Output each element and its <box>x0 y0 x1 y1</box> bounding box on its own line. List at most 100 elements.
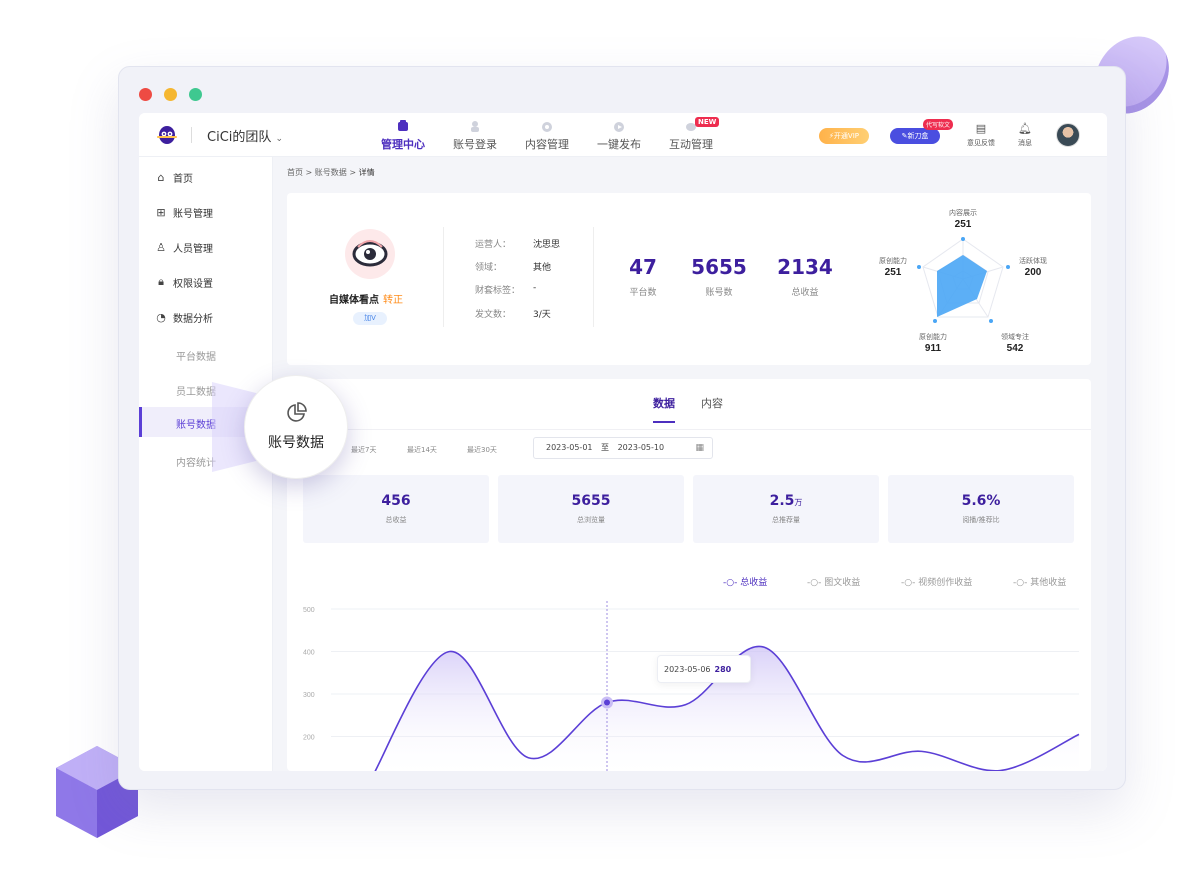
minimize-dot[interactable] <box>164 88 177 101</box>
tab-interaction-management[interactable]: 互动管理 NEW <box>655 117 727 152</box>
verify-badge[interactable]: 加V <box>353 312 387 325</box>
chart-tooltip: 2023-05-06 280 <box>657 655 751 683</box>
tab-content-management[interactable]: 内容管理 <box>511 119 583 152</box>
info-label: 财套标签： <box>475 286 521 296</box>
pen-icon: ✎ <box>901 132 908 140</box>
radar-chart: 内容展示 活跃体现 领域专注 原创能力 原创能力 251 200 542 911… <box>879 208 1047 354</box>
tooltip-date: 2023-05-06 <box>664 665 711 674</box>
active-tab-indicator <box>653 421 675 423</box>
write-article-button[interactable]: ✎新刀盒 <box>890 128 940 144</box>
open-vip-button[interactable]: ⚡开通VIP <box>819 128 869 144</box>
magnifier-callout: 账号数据 <box>244 375 348 479</box>
account-overview-card: 自媒体看点 转正 加V 运营人： 沈思思 领域： 其他 财套标签： - 发文数： 3/天 … <box>287 193 1091 365</box>
tab-label: 互动管理 <box>669 138 713 151</box>
stat-platform-count: 47 平台数 <box>603 255 683 298</box>
stat-value: 47 <box>629 255 657 279</box>
radar-axis-label: 领域专注 <box>1001 332 1029 341</box>
legend-other-income[interactable]: -○- 其他收益 <box>1013 575 1066 588</box>
breadcrumb-home[interactable]: 首页 <box>287 168 303 177</box>
kpi-total-views: 5655 总浏览量 <box>498 475 684 543</box>
range-7-days[interactable]: 最近7天 <box>351 446 377 454</box>
feedback-button[interactable]: ▤ 意见反馈 <box>961 122 1001 148</box>
sidebar-item-label: 首页 <box>173 173 193 185</box>
legend-marker-icon: -○- <box>807 578 822 588</box>
grid-icon: ⊞ <box>156 205 166 219</box>
legend-video-income[interactable]: -○- 视频创作收益 <box>901 575 972 588</box>
end-date: 2023-05-10 <box>617 443 665 452</box>
kpi-unit: 万 <box>794 498 803 507</box>
kpi-value: 456 <box>381 493 411 509</box>
sidebar-item-label: 人员管理 <box>173 243 213 255</box>
breadcrumb-section[interactable]: 账号数据 <box>314 168 347 177</box>
team-switcher[interactable]: CiCi的团队 ⌄ <box>207 126 283 145</box>
tab-content[interactable]: 内容 <box>701 397 723 410</box>
info-finance-tag: 财套标签： - <box>475 283 536 296</box>
maximize-dot[interactable] <box>189 88 202 101</box>
legend-total-income[interactable]: -○- 总收益 <box>723 575 767 588</box>
range-14-days[interactable]: 最近14天 <box>407 446 437 454</box>
breadcrumb-separator: > <box>349 168 357 177</box>
legend-label: 图文收益 <box>824 578 861 588</box>
sidebar-item-staff-management[interactable]: ♙ 人员管理 <box>139 235 273 259</box>
tab-management-center[interactable]: 管理中心 <box>367 119 439 161</box>
tab-divider <box>287 429 1091 430</box>
document-icon: ▤ <box>975 122 987 135</box>
sidebar-item-label: 数据分析 <box>173 313 213 325</box>
kpi-read-ratio: 5.6% 阅播/推荐比 <box>888 475 1074 543</box>
sidebar-item-label: 账号数据 <box>176 420 216 431</box>
alien-logo-icon[interactable] <box>155 123 179 147</box>
sidebar-sub-content-stats[interactable]: 内容统计 <box>176 458 216 469</box>
sidebar-item-data-analysis[interactable]: ◔ 数据分析 <box>139 305 273 329</box>
sidebar: ⌂ 首页 ⊞ 账号管理 ♙ 人员管理 🔒︎ 权限设置 ◔ 数据分析 平台数据 员工数据 账… <box>139 157 273 771</box>
close-dot[interactable] <box>139 88 152 101</box>
divider <box>443 227 444 327</box>
series-area <box>371 646 1079 771</box>
date-range-picker[interactable]: 2023-05-01 至 2023-05-10 ▦ <box>533 437 713 459</box>
tab-data[interactable]: 数据 <box>653 397 675 410</box>
legend-marker-icon: -○- <box>901 578 916 588</box>
kpi-label: 阅播/推荐比 <box>962 516 1000 524</box>
stat-label: 总收益 <box>791 288 819 298</box>
legend-label: 其他收益 <box>1030 578 1067 588</box>
lightning-icon: ⚡ <box>829 132 834 140</box>
user-avatar[interactable] <box>1056 123 1080 147</box>
legend-marker-icon: -○- <box>1013 578 1028 588</box>
tab-label: 管理中心 <box>381 138 425 151</box>
radar-axis-label: 活跃体现 <box>1019 256 1047 265</box>
sidebar-item-permissions[interactable]: 🔒︎ 权限设置 <box>139 270 273 294</box>
kpi-value-wrap: 2.5万 <box>693 493 879 509</box>
y-tick-label: 500 <box>303 607 315 614</box>
radar-axis-label: 原创能力 <box>919 332 947 341</box>
logo-divider <box>191 127 192 143</box>
main-content: 首页 > 账号数据 > 详情 自媒体看点 转正 加V 运 <box>273 157 1107 771</box>
account-name: 自媒体看点 转正 <box>329 291 403 306</box>
radar-axis-label: 内容展示 <box>949 208 977 217</box>
radar-axis-value: 200 <box>1025 267 1042 278</box>
sidebar-item-home[interactable]: ⌂ 首页 <box>139 165 273 189</box>
info-value: - <box>533 283 537 293</box>
eye-logo-icon <box>352 240 388 267</box>
range-30-days[interactable]: 最近30天 <box>467 446 497 454</box>
radar-area <box>937 255 987 317</box>
sidebar-item-label: 权限设置 <box>173 278 213 290</box>
tab-one-click-publish[interactable]: 一键发布 <box>583 119 655 152</box>
legend-article-income[interactable]: -○- 图文收益 <box>807 575 860 588</box>
pie-chart-icon <box>287 402 307 422</box>
calendar-icon: ▦ <box>695 443 704 453</box>
radar-axis-value: 911 <box>925 343 942 354</box>
message-label: 消息 <box>1018 139 1032 147</box>
kpi-label: 总推荐量 <box>772 516 800 524</box>
radar-axis-value: 542 <box>1007 343 1024 354</box>
kpi-value: 2.5 <box>769 493 795 509</box>
tab-account-login[interactable]: 账号登录 <box>439 119 511 152</box>
messages-button[interactable]: 🔔︎ 消息 <box>1005 122 1045 148</box>
sidebar-item-account-management[interactable]: ⊞ 账号管理 <box>139 200 273 224</box>
kpi-label: 总收益 <box>385 516 407 524</box>
y-tick-label: 300 <box>303 692 315 699</box>
stat-total-income: 2134 总收益 <box>765 255 845 298</box>
pie-chart-icon: ◔ <box>156 310 166 324</box>
sidebar-sub-platform-data[interactable]: 平台数据 <box>176 352 216 363</box>
bell-icon: 🔔︎ <box>1018 122 1032 135</box>
feedback-label: 意见反馈 <box>967 139 995 147</box>
sidebar-sub-staff-data[interactable]: 员工数据 <box>176 387 216 398</box>
